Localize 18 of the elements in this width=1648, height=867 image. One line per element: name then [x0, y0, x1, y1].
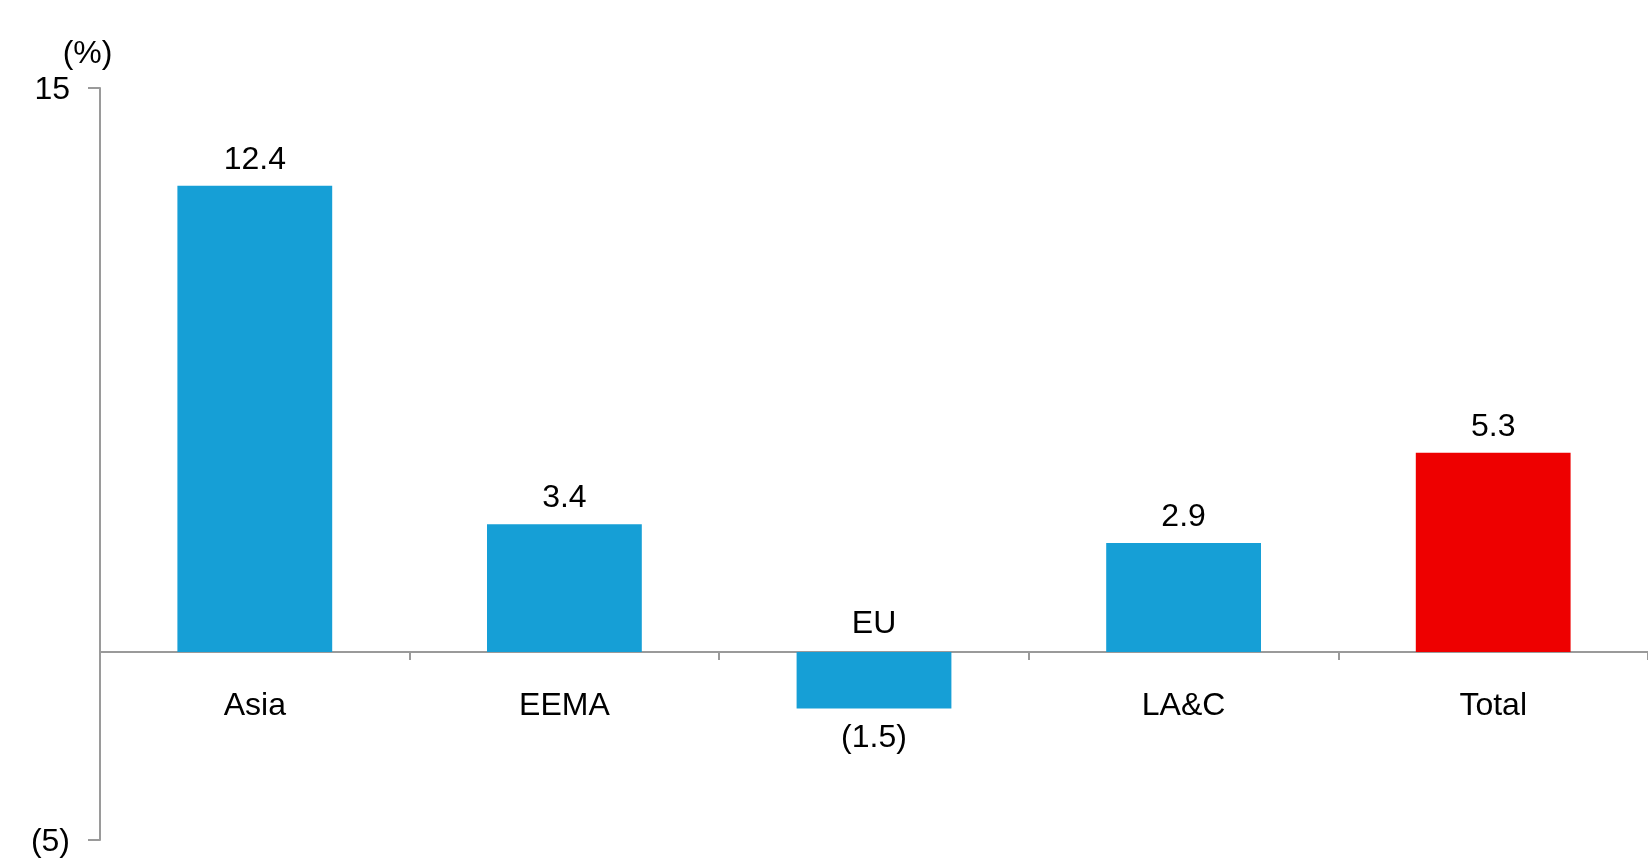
x-tick-label: Total [1459, 686, 1527, 722]
data-label: 2.9 [1161, 496, 1206, 533]
data-label: (1.5) [841, 718, 907, 755]
bar [177, 185, 333, 652]
y-tick-label: 15 [34, 70, 70, 106]
bar [487, 524, 642, 652]
y-tick-label: (5) [30, 822, 70, 858]
bar [796, 652, 952, 709]
data-label: 12.4 [223, 139, 286, 176]
x-tick-label: EU [851, 604, 897, 640]
x-tick-label: EEMA [519, 686, 611, 722]
y-axis-title: (%) [62, 34, 113, 70]
data-label: 5.3 [1470, 406, 1516, 443]
bar [1106, 542, 1261, 652]
x-tick-label: LA&C [1141, 686, 1226, 722]
x-tick-label: Asia [223, 686, 287, 722]
bar [1415, 452, 1571, 652]
data-label: 3.4 [542, 478, 587, 515]
